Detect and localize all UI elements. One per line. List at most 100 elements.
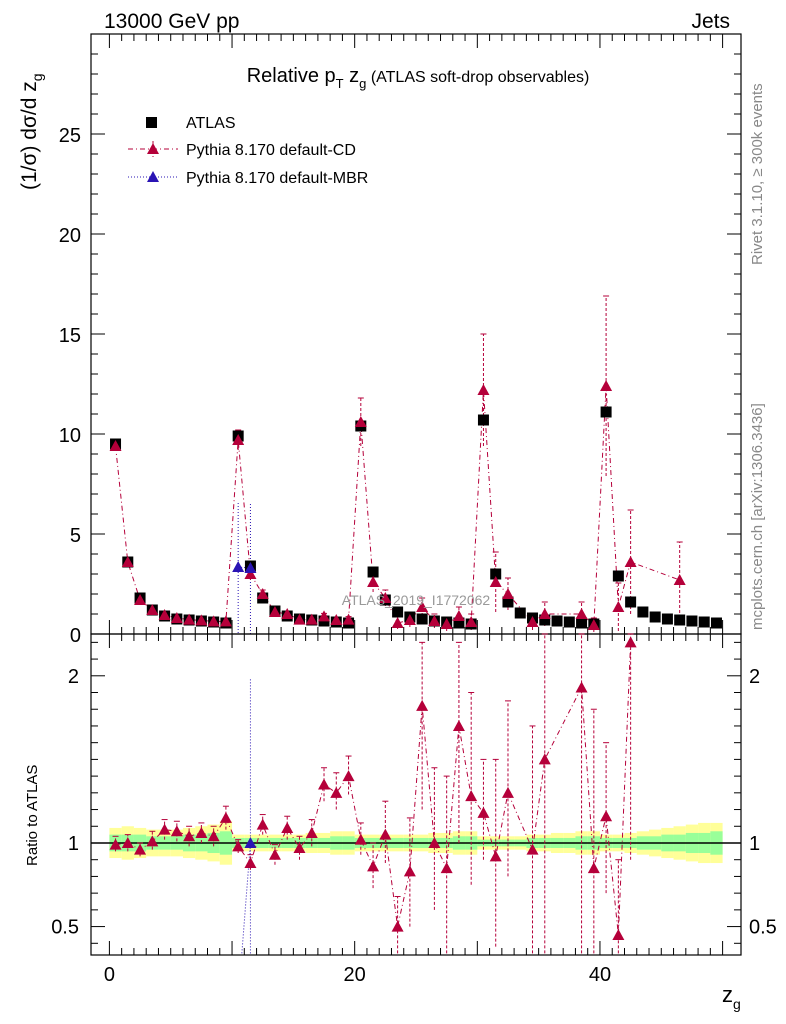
cd-ratio-point — [367, 860, 380, 872]
mbr-ratio-point — [244, 836, 257, 848]
atlas-point — [416, 613, 428, 625]
cd-point — [281, 608, 294, 619]
main-y-tick-label: 5 — [70, 525, 81, 547]
cd-ratio-point — [440, 862, 453, 874]
cd-point — [575, 608, 588, 619]
cd-ratio-point — [452, 719, 465, 731]
cd-ratio-point — [465, 790, 478, 802]
cd-point — [600, 380, 613, 391]
cd-point — [146, 604, 159, 615]
cd-point — [391, 617, 404, 628]
cd-point — [440, 618, 453, 629]
cd-ratio-point — [121, 836, 134, 848]
main-y-tick-label: 10 — [59, 425, 81, 447]
cd-ratio-point — [183, 830, 196, 842]
cd-ratio-point — [403, 865, 416, 877]
atlas-point — [576, 617, 588, 629]
cd-ratio-point — [612, 928, 625, 940]
cd-ratio-point — [501, 786, 514, 798]
cd-ratio-point — [575, 681, 588, 693]
header-left: 13000 GeV pp — [104, 10, 239, 33]
cd-point — [256, 588, 269, 599]
cd-point — [367, 576, 380, 587]
cd-point — [195, 614, 208, 626]
legend-label-cd: Pythia 8.170 default-CD — [186, 142, 356, 159]
atlas-point — [477, 414, 489, 426]
atlas-point — [514, 607, 526, 619]
atlas-point — [637, 606, 649, 618]
cd-point — [379, 592, 392, 603]
cd-point — [244, 568, 257, 579]
cd-ratio-point — [195, 826, 208, 838]
legend-marker-cd — [147, 143, 159, 154]
cd-point — [318, 610, 331, 622]
cd-line — [115, 385, 680, 627]
legend-entry-mbr: Pythia 8.170 default-MBR — [128, 170, 368, 187]
cd-ratio-point — [256, 818, 269, 830]
legend-label-atlas: ATLAS — [186, 115, 236, 132]
cd-point — [587, 619, 600, 630]
cd-point — [624, 556, 637, 567]
ratio-y-tick-label-right: 2 — [749, 666, 760, 688]
cd-ratio-point — [489, 850, 502, 862]
cd-ratio-point — [538, 753, 551, 765]
cd-point — [330, 614, 343, 625]
atlas-point — [625, 596, 637, 608]
atlas-point — [392, 606, 404, 618]
cd-ratio-point — [624, 636, 637, 648]
ratio-y-tick-label-right: 1 — [749, 833, 760, 855]
cd-point — [354, 416, 367, 427]
cd-point — [305, 613, 318, 625]
legend-marker-atlas — [146, 117, 157, 128]
cd-ratio-point — [477, 806, 490, 818]
cd-point — [465, 616, 478, 627]
cd-point — [526, 616, 539, 627]
cd-ratio-point — [428, 836, 441, 848]
mbr-ratio-line — [241, 842, 251, 954]
cd-ratio-point — [109, 838, 122, 850]
cd-point — [219, 615, 232, 627]
atlas-point — [551, 615, 563, 627]
cd-ratio-point — [330, 786, 343, 798]
legend-entry-cd: Pythia 8.170 default-CD — [128, 141, 356, 159]
atlas-point — [563, 616, 575, 628]
cd-ratio-point — [293, 842, 306, 853]
cd-ratio-point — [305, 826, 318, 838]
cd-point — [121, 556, 134, 567]
main-y-tick-label: 0 — [70, 625, 81, 647]
x-tick-label: 0 — [104, 964, 115, 986]
atlas-point — [612, 570, 624, 582]
atlas-point — [453, 617, 465, 629]
mbr-point — [232, 561, 245, 572]
cd-ratio-point — [354, 833, 367, 845]
header-right: Jets — [691, 10, 730, 33]
cd-ratio-point — [391, 920, 404, 932]
cd-point — [416, 601, 429, 612]
cd-ratio-line — [115, 642, 632, 935]
mbr-line — [238, 566, 251, 569]
cd-point — [183, 613, 196, 625]
cd-point — [612, 601, 625, 612]
cd-ratio-point — [170, 825, 183, 837]
cd-ratio-point — [342, 770, 355, 782]
ratio-plot-area: 0.5 0.51 12 20 20 40 — [51, 633, 777, 986]
main-plot-area: 0 5 10 15 20 25 — [59, 33, 742, 647]
atlas-point — [661, 613, 673, 625]
cd-ratio-point — [134, 843, 147, 855]
plot-title: Relative pT zg (ATLAS soft-drop observab… — [247, 65, 590, 91]
x-tick-label: 40 — [589, 964, 611, 986]
cd-ratio-point — [587, 862, 600, 874]
mbr-point — [244, 562, 257, 573]
cd-point — [452, 610, 465, 621]
cd-point — [268, 606, 281, 617]
ratio-y-tick-label: 2 — [68, 666, 79, 688]
main-y-tick-label: 15 — [59, 325, 81, 347]
cd-ratio-point — [379, 828, 392, 840]
atlas-point — [539, 614, 551, 626]
cd-point — [489, 576, 502, 587]
cd-ratio-point — [207, 830, 220, 842]
legend-entry-atlas: ATLAS — [146, 115, 236, 132]
cd-ratio-point — [268, 848, 281, 860]
atlas-point — [698, 616, 710, 628]
